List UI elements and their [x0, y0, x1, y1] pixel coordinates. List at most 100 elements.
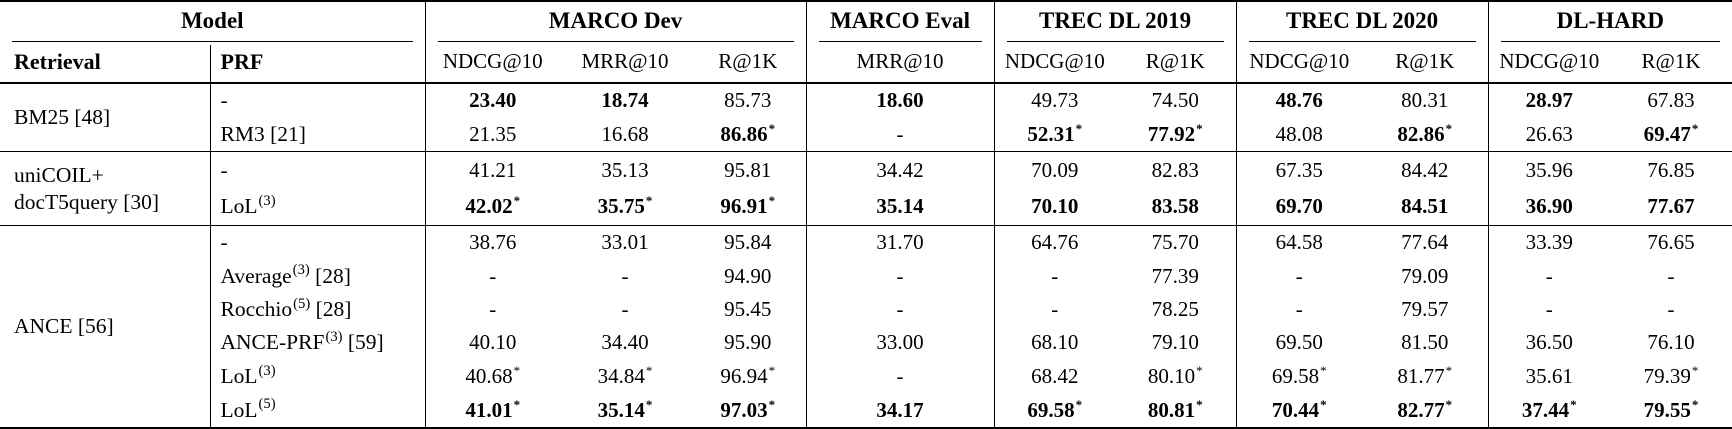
metric-value: 95.84	[724, 230, 772, 255]
metric-value: 18.74	[601, 88, 649, 113]
prf-method-label: Rocchio	[220, 297, 293, 321]
col-header-r1k-dlhard: R@1K	[1610, 45, 1732, 84]
col-header-ndcg10-dl19: NDCG@10	[994, 45, 1116, 84]
metric-value-cell: -	[1236, 293, 1362, 326]
metric-value: 69.58	[1027, 397, 1075, 422]
metric-value-cell: 77.64	[1362, 224, 1489, 260]
metric-value: 40.68	[465, 363, 513, 388]
metric-value: -	[621, 297, 629, 321]
metric-value-cell: 68.10	[994, 326, 1115, 359]
prf-method-cell: RM3 [21]	[210, 117, 426, 152]
metric-value: -	[1295, 297, 1303, 321]
prf-method-label: LoL	[220, 397, 258, 422]
significance-asterisk: *	[1320, 362, 1327, 378]
metric-value-cell: 78.25	[1115, 292, 1237, 327]
metric-value: 79.39	[1643, 363, 1691, 388]
metric-value-cell: 96.94*	[690, 359, 807, 394]
metric-value: 84.51	[1401, 194, 1449, 219]
metric-value-cell: -	[1610, 259, 1732, 292]
col-group-dl-hard: DL-HARD	[1488, 1, 1732, 45]
metric-value-cell: 77.67	[1610, 189, 1732, 226]
metric-value: 96.94	[720, 363, 768, 388]
metric-value: 41.21	[469, 157, 517, 182]
metric-value: 76.65	[1647, 230, 1695, 255]
metric-value-cell: -	[994, 293, 1115, 326]
table-row: LoL(3) 40.68* 34.84* 96.94* -68.42 80.10* 69.5…	[0, 359, 1732, 394]
table-body: BM25 [48] -23.40 18.74 85.73 18.60 49.73 74.50…	[0, 83, 1732, 428]
col-group-trec-dl-2020: TREC DL 2020	[1236, 1, 1489, 45]
metric-value: 31.70	[876, 230, 924, 255]
metric-value: 38.76	[469, 230, 517, 255]
metric-value: 79.57	[1401, 297, 1449, 321]
metric-value-cell: 52.31*	[994, 118, 1115, 152]
metric-value-cell: 79.55*	[1610, 393, 1732, 428]
significance-asterisk: *	[768, 396, 776, 412]
metric-value-cell: -	[806, 292, 995, 327]
metric-value: 35.13	[601, 157, 649, 182]
metric-value-cell: -	[560, 259, 690, 292]
prf-method-label: -	[220, 230, 228, 255]
metric-value: 97.03	[720, 397, 768, 422]
metric-value-cell: 95.84	[690, 224, 807, 260]
prf-depth-superscript: (3)	[258, 192, 276, 209]
significance-asterisk: *	[645, 193, 653, 209]
significance-asterisk: *	[645, 362, 653, 378]
metric-value-cell: 79.10	[1115, 326, 1237, 360]
metric-value-cell: 48.08	[1236, 118, 1362, 152]
metric-value-cell: 41.01*	[425, 393, 560, 428]
metric-value: 80.31	[1401, 88, 1449, 113]
metric-value-cell: 67.83	[1610, 83, 1732, 118]
metric-value-cell: 64.76	[994, 224, 1116, 260]
prf-citation: [21]	[264, 122, 306, 147]
metric-value-cell: 95.45	[690, 292, 807, 327]
metric-value: 33.00	[876, 330, 924, 355]
metric-value-cell: 77.39	[1115, 259, 1237, 293]
prf-depth-superscript: (3)	[258, 362, 276, 379]
metric-value-cell: 96.91*	[690, 188, 807, 226]
prf-method-cell: ANCE-PRF(3) [59]	[210, 326, 426, 360]
metric-value: 80.81	[1147, 397, 1196, 422]
metric-value: -	[1295, 263, 1303, 288]
prf-method-label: ANCE-PRF	[220, 330, 325, 355]
metric-value: 79.09	[1401, 263, 1449, 288]
table-row: LoL(3) 42.02* 35.75* 96.91* 35.14 70.10 83.58 6…	[0, 188, 1732, 226]
metric-value-cell: 77.92*	[1115, 117, 1237, 152]
metric-value-cell: 34.17	[806, 393, 995, 428]
metric-value-cell: -	[1488, 259, 1610, 292]
significance-asterisk: *	[1445, 121, 1453, 137]
metric-value-cell: 37.44*	[1488, 393, 1610, 428]
metric-value: -	[896, 122, 904, 147]
metric-value-cell: 33.01	[560, 224, 691, 260]
metric-value: 69.58	[1271, 363, 1320, 388]
metric-value-cell: 81.77*	[1362, 359, 1489, 394]
metric-value: 34.40	[601, 330, 649, 355]
col-header-ndcg10-dl20: NDCG@10	[1236, 45, 1363, 84]
col-header-ndcg10-dlhard: NDCG@10	[1488, 45, 1611, 84]
metric-value-cell: -	[560, 293, 690, 326]
table-row: BM25 [48] -23.40 18.74 85.73 18.60 49.73 74.50…	[0, 83, 1732, 152]
group-header-row: Model MARCO Dev MARCO Eval TREC DL 2019 …	[0, 1, 1732, 45]
metric-value-cell: 86.86*	[690, 117, 807, 152]
metric-value: 33.39	[1525, 230, 1573, 255]
metric-value: -	[896, 263, 904, 288]
retrieval-model-cell: uniCOIL+ docT5query [30]	[0, 151, 211, 226]
metric-value-cell: 35.13	[560, 151, 691, 189]
metric-value-cell: -	[1488, 293, 1610, 326]
significance-asterisk: *	[1691, 121, 1699, 137]
metric-header-row: Retrieval PRF NDCG@10 MRR@10 R@1K MRR@10…	[0, 45, 1732, 84]
metric-value-cell: -	[806, 117, 995, 152]
retrieval-model-cell: BM25 [48]	[0, 83, 211, 152]
metric-value: 48.08	[1275, 122, 1323, 147]
metric-value-cell: 33.39	[1488, 224, 1611, 260]
group-label: MARCO Dev	[548, 7, 683, 33]
metric-value-cell: 76.10	[1610, 326, 1732, 359]
metric-value-cell: -	[806, 359, 995, 394]
metric-value: 16.68	[601, 122, 649, 147]
col-group-marco-dev: MARCO Dev	[425, 1, 807, 45]
metric-value: 81.50	[1401, 330, 1449, 355]
metric-value-cell: 35.96	[1488, 151, 1611, 189]
metric-value: 35.61	[1525, 363, 1573, 388]
metric-value-cell: -	[1610, 293, 1732, 326]
metric-value-cell: 40.68*	[425, 360, 560, 393]
metric-value: 81.77	[1397, 363, 1445, 388]
